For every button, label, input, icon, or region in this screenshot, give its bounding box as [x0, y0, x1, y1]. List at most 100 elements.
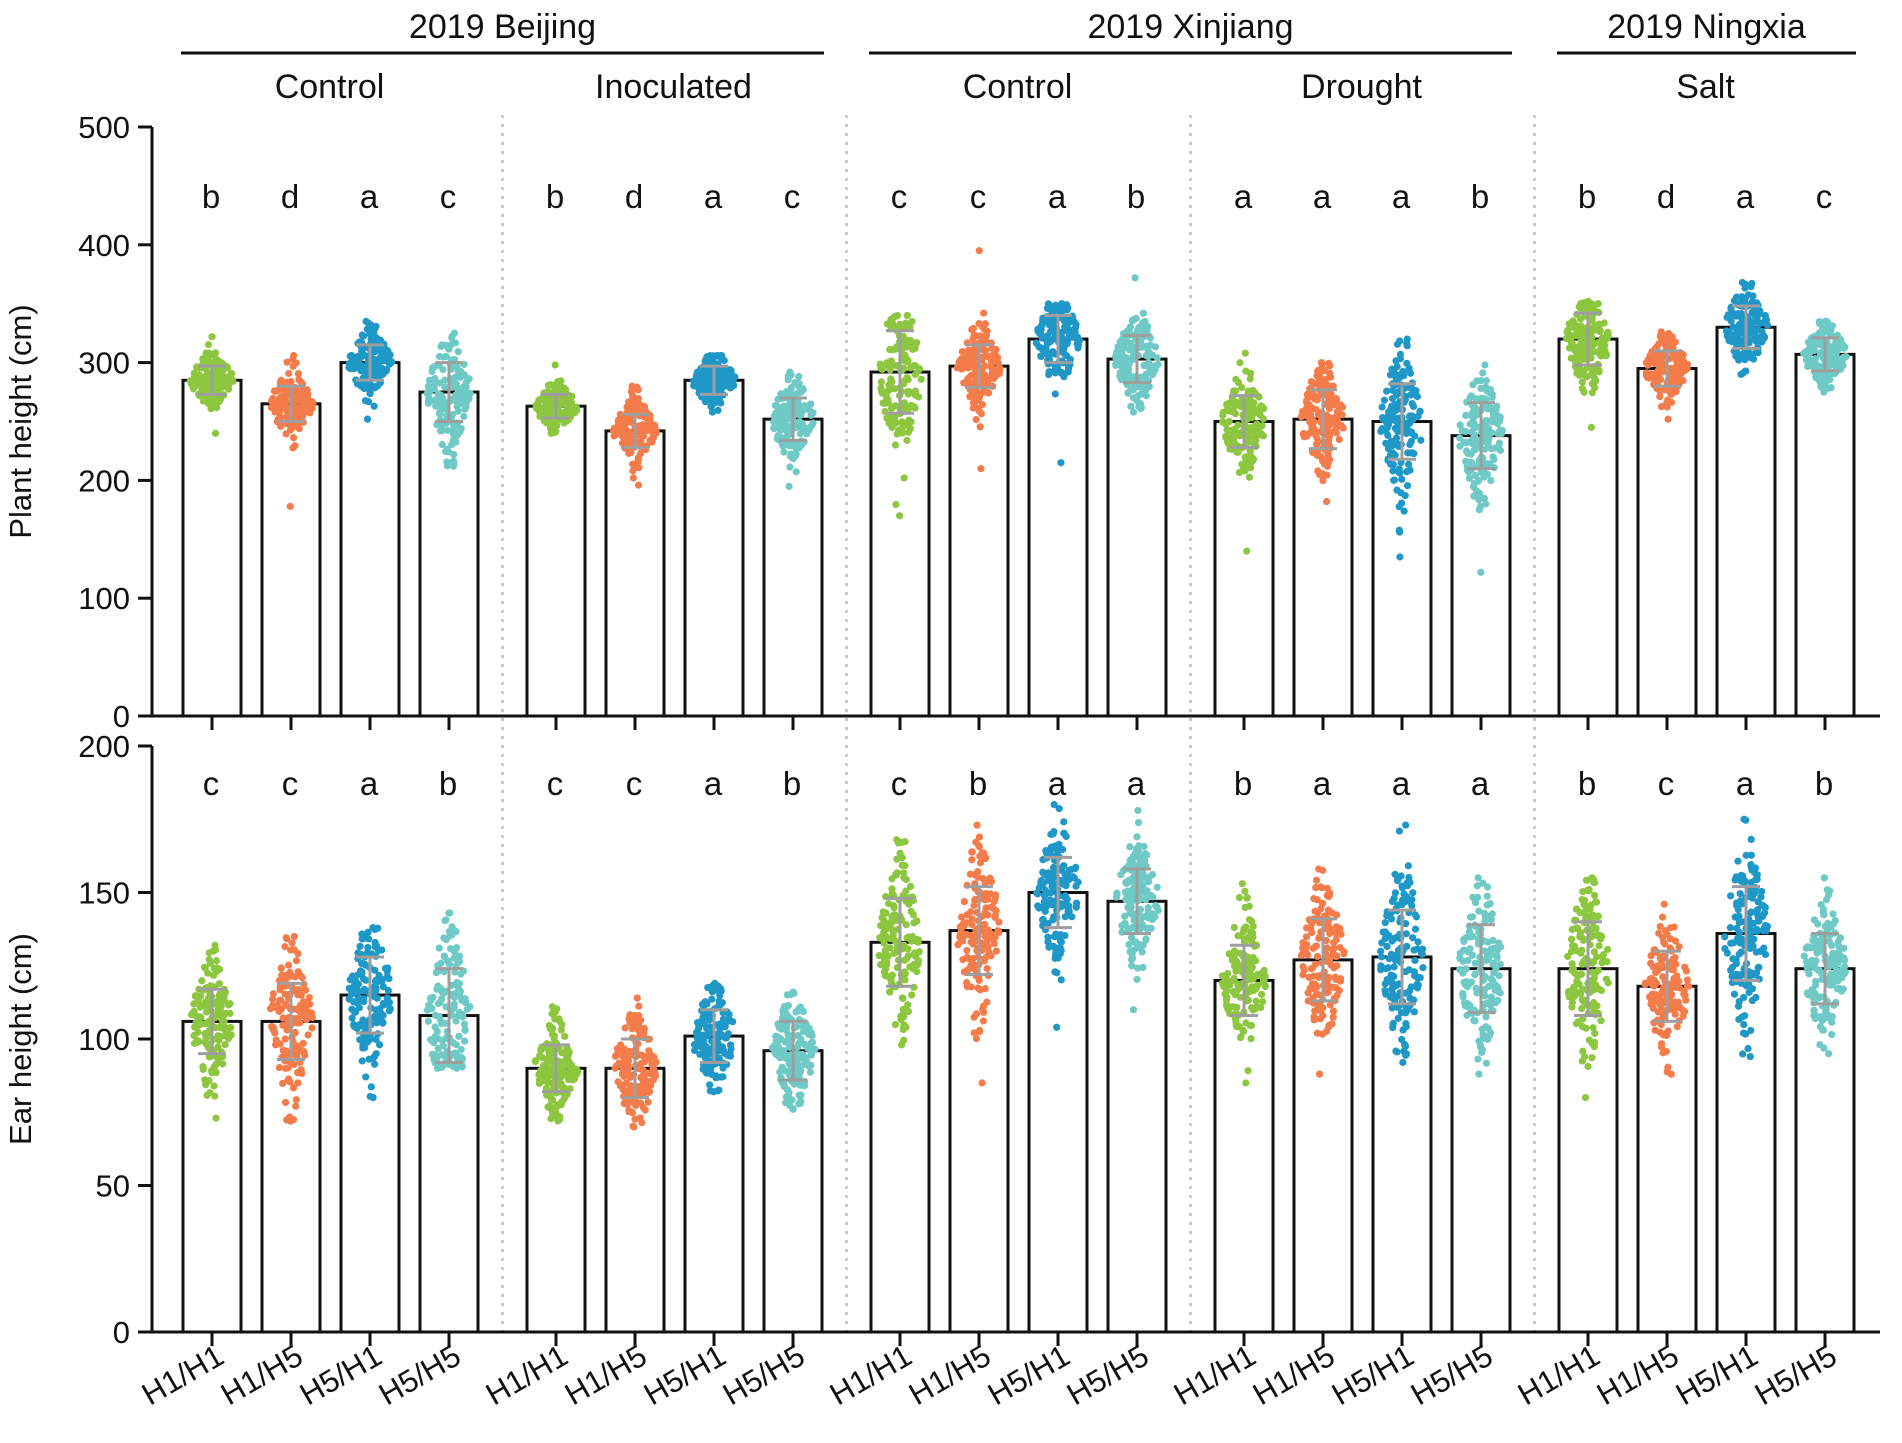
- data-point: [629, 404, 636, 411]
- significance-letter: b: [969, 765, 987, 802]
- data-point: [893, 869, 900, 876]
- data-point: [463, 378, 470, 385]
- data-point: [954, 941, 961, 948]
- data-point: [552, 422, 559, 429]
- significance-letter: b: [546, 178, 564, 215]
- y-tick-label: 100: [78, 1022, 130, 1057]
- data-point: [908, 991, 915, 998]
- data-point: [425, 386, 432, 393]
- data-point: [1133, 976, 1140, 983]
- data-point: [1468, 459, 1475, 466]
- data-point: [200, 355, 207, 362]
- data-point: [292, 1029, 299, 1036]
- data-point: [1063, 833, 1070, 840]
- data-point: [427, 1036, 434, 1043]
- data-point: [881, 940, 888, 947]
- data-point: [619, 1070, 626, 1077]
- data-point: [210, 1082, 217, 1089]
- data-point: [269, 996, 276, 1003]
- data-point: [536, 1052, 543, 1059]
- data-point: [789, 1105, 796, 1112]
- data-point: [1658, 355, 1665, 362]
- data-point: [900, 1037, 907, 1044]
- data-point: [1064, 908, 1071, 915]
- data-point: [1310, 418, 1317, 425]
- y-tick-label: 200: [78, 463, 130, 498]
- data-point: [1680, 362, 1687, 369]
- data-point: [1039, 916, 1046, 923]
- data-point: [210, 972, 217, 979]
- data-point: [309, 405, 316, 412]
- data-point: [720, 1047, 727, 1054]
- data-point: [1459, 427, 1466, 434]
- data-point: [782, 1051, 789, 1058]
- significance-letter: c: [282, 765, 299, 802]
- data-point: [808, 1039, 815, 1046]
- data-point: [190, 1011, 197, 1018]
- data-point: [1396, 503, 1403, 510]
- data-point: [444, 462, 451, 469]
- data-point: [993, 346, 1000, 353]
- data-point: [453, 979, 460, 986]
- data-point: [1487, 386, 1494, 393]
- data-point: [293, 957, 300, 964]
- data-point: [1488, 445, 1495, 452]
- data-point: [900, 869, 907, 876]
- data-point: [1658, 403, 1665, 410]
- bar: [420, 392, 478, 716]
- data-point: [1044, 934, 1051, 941]
- data-point: [892, 1021, 899, 1028]
- data-point: [1252, 436, 1259, 443]
- data-point: [431, 1023, 438, 1030]
- data-point: [809, 420, 816, 427]
- data-point: [309, 1024, 316, 1031]
- data-point: [204, 1002, 211, 1009]
- data-point: [279, 1080, 286, 1087]
- data-point: [793, 468, 800, 475]
- data-point: [450, 1039, 457, 1046]
- data-point: [1387, 451, 1394, 458]
- data-point: [796, 1062, 803, 1069]
- data-point: [1057, 459, 1064, 466]
- significance-letter: b: [202, 178, 220, 215]
- data-point: [790, 455, 797, 462]
- data-point: [286, 1078, 293, 1085]
- data-point: [371, 1061, 378, 1068]
- data-point: [453, 380, 460, 387]
- data-point: [702, 398, 709, 405]
- data-point: [1250, 456, 1257, 463]
- data-point: [992, 366, 999, 373]
- data-point: [1589, 389, 1596, 396]
- data-point: [1039, 346, 1046, 353]
- data-point: [440, 353, 447, 360]
- bar: [685, 380, 743, 716]
- data-point: [900, 1013, 907, 1020]
- data-point: [904, 388, 911, 395]
- data-point: [1037, 352, 1044, 359]
- data-point: [1572, 344, 1579, 351]
- data-point: [628, 388, 635, 395]
- data-point: [1382, 440, 1389, 447]
- data-point: [1056, 948, 1063, 955]
- data-point: [885, 973, 892, 980]
- data-point: [888, 385, 895, 392]
- data-point: [450, 426, 457, 433]
- data-point: [625, 1054, 632, 1061]
- data-point: [963, 947, 970, 954]
- data-point: [1314, 435, 1321, 442]
- data-point: [1463, 447, 1470, 454]
- data-point: [287, 503, 294, 510]
- data-point: [959, 348, 966, 355]
- data-point: [976, 407, 983, 414]
- data-point: [1389, 467, 1396, 474]
- data-point: [901, 957, 908, 964]
- data-point: [212, 946, 219, 953]
- data-point: [376, 355, 383, 362]
- data-point: [371, 384, 378, 391]
- data-point: [1143, 392, 1150, 399]
- data-point: [968, 326, 975, 333]
- data-point: [1140, 375, 1147, 382]
- data-point: [277, 394, 284, 401]
- data-point: [717, 1001, 724, 1008]
